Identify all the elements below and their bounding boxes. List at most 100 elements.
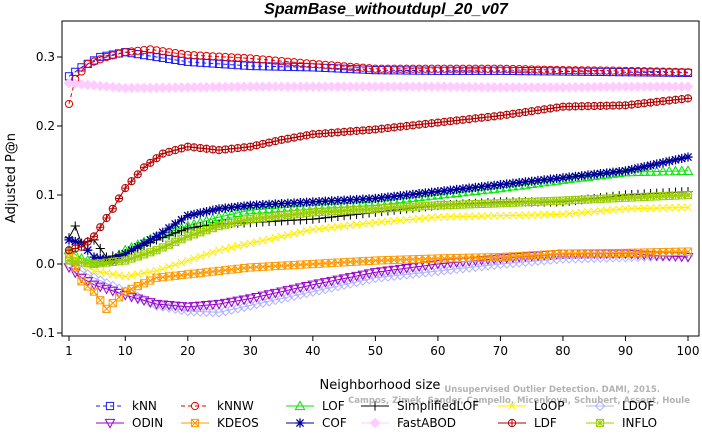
data-point [363, 269, 375, 280]
data-point [627, 66, 636, 76]
data-point [270, 294, 281, 306]
data-point [408, 64, 417, 73]
data-point [376, 267, 388, 278]
x-tick-label: 70 [493, 344, 508, 358]
data-point [415, 64, 424, 73]
data-point [276, 293, 287, 304]
data-point [257, 203, 269, 214]
data-point [283, 198, 293, 208]
data-point [364, 194, 374, 204]
data-point [590, 207, 599, 216]
data-point [352, 220, 361, 229]
data-point [407, 263, 419, 273]
data-point [70, 236, 80, 247]
data-point [520, 177, 531, 187]
data-point [152, 52, 161, 62]
data-point [515, 211, 524, 220]
data-point [246, 54, 255, 63]
data-point [127, 271, 136, 280]
data-point [239, 53, 249, 63]
data-point [458, 184, 468, 194]
data-point [171, 146, 180, 155]
data-point [158, 264, 167, 273]
data-point [552, 173, 562, 184]
data-point [246, 215, 255, 224]
data-point [684, 203, 692, 212]
data-point [571, 66, 580, 75]
data-point [196, 51, 205, 60]
data-point [177, 258, 186, 267]
data-point [676, 252, 688, 263]
data-point [89, 232, 99, 241]
data-point [665, 203, 674, 212]
data-point [102, 52, 111, 62]
data-point [602, 206, 611, 215]
data-point [238, 295, 250, 306]
data-point [383, 64, 392, 73]
legend-label: LOF [322, 399, 345, 413]
data-point [465, 64, 474, 73]
data-point [382, 266, 394, 277]
data-point [390, 64, 399, 73]
data-point [651, 165, 663, 176]
y-axis-label: Adjusted P@n [4, 133, 19, 223]
data-point [239, 216, 249, 225]
data-point [258, 236, 267, 245]
data-point [302, 208, 311, 218]
data-point [121, 184, 130, 193]
data-point [220, 203, 230, 213]
data-point [584, 208, 592, 217]
data-point [440, 212, 449, 221]
data-point [652, 204, 661, 213]
data-point [189, 51, 199, 60]
data-point [602, 66, 611, 75]
data-point [377, 218, 386, 227]
data-point [170, 228, 180, 238]
data-point [614, 166, 624, 177]
legend-swatch-marker [104, 418, 116, 429]
x-tick-label: 50 [368, 344, 383, 358]
data-point [177, 144, 186, 153]
legend-item-ldof: LDOF [586, 399, 654, 413]
data-point [358, 63, 367, 72]
data-point [477, 182, 487, 192]
legend-swatch-marker [190, 401, 200, 411]
data-point [396, 216, 405, 225]
data-point [365, 64, 374, 73]
legend-label: INFLO [622, 416, 657, 430]
data-point [120, 249, 130, 259]
data-point [239, 201, 249, 211]
data-point [390, 216, 399, 225]
data-point [233, 242, 242, 251]
data-point [465, 212, 474, 221]
data-point [114, 49, 124, 58]
data-point [683, 152, 693, 162]
data-point [433, 64, 442, 73]
data-point [433, 213, 442, 222]
data-point [258, 213, 267, 222]
data-point [515, 108, 524, 118]
data-point [195, 208, 205, 218]
data-point [621, 204, 630, 213]
data-point [308, 197, 318, 207]
data-point [345, 195, 355, 205]
data-point [207, 300, 219, 311]
data-point [677, 203, 686, 212]
data-point [433, 118, 442, 127]
data-point [263, 290, 275, 300]
data-point [252, 214, 261, 223]
legend-item-knn: kNN [96, 399, 157, 413]
data-point [527, 211, 536, 219]
data-point [446, 64, 455, 73]
data-point [352, 63, 361, 72]
data-point [151, 299, 162, 310]
data-point [395, 191, 405, 201]
data-point [226, 202, 237, 213]
data-point [645, 166, 656, 176]
data-point [508, 178, 518, 188]
data-point [333, 61, 342, 70]
data-point [257, 291, 269, 302]
series-line [68, 255, 689, 313]
data-point [226, 304, 237, 315]
y-axis: -0.1 0.0 0.1 0.2 0.3 [32, 50, 62, 340]
